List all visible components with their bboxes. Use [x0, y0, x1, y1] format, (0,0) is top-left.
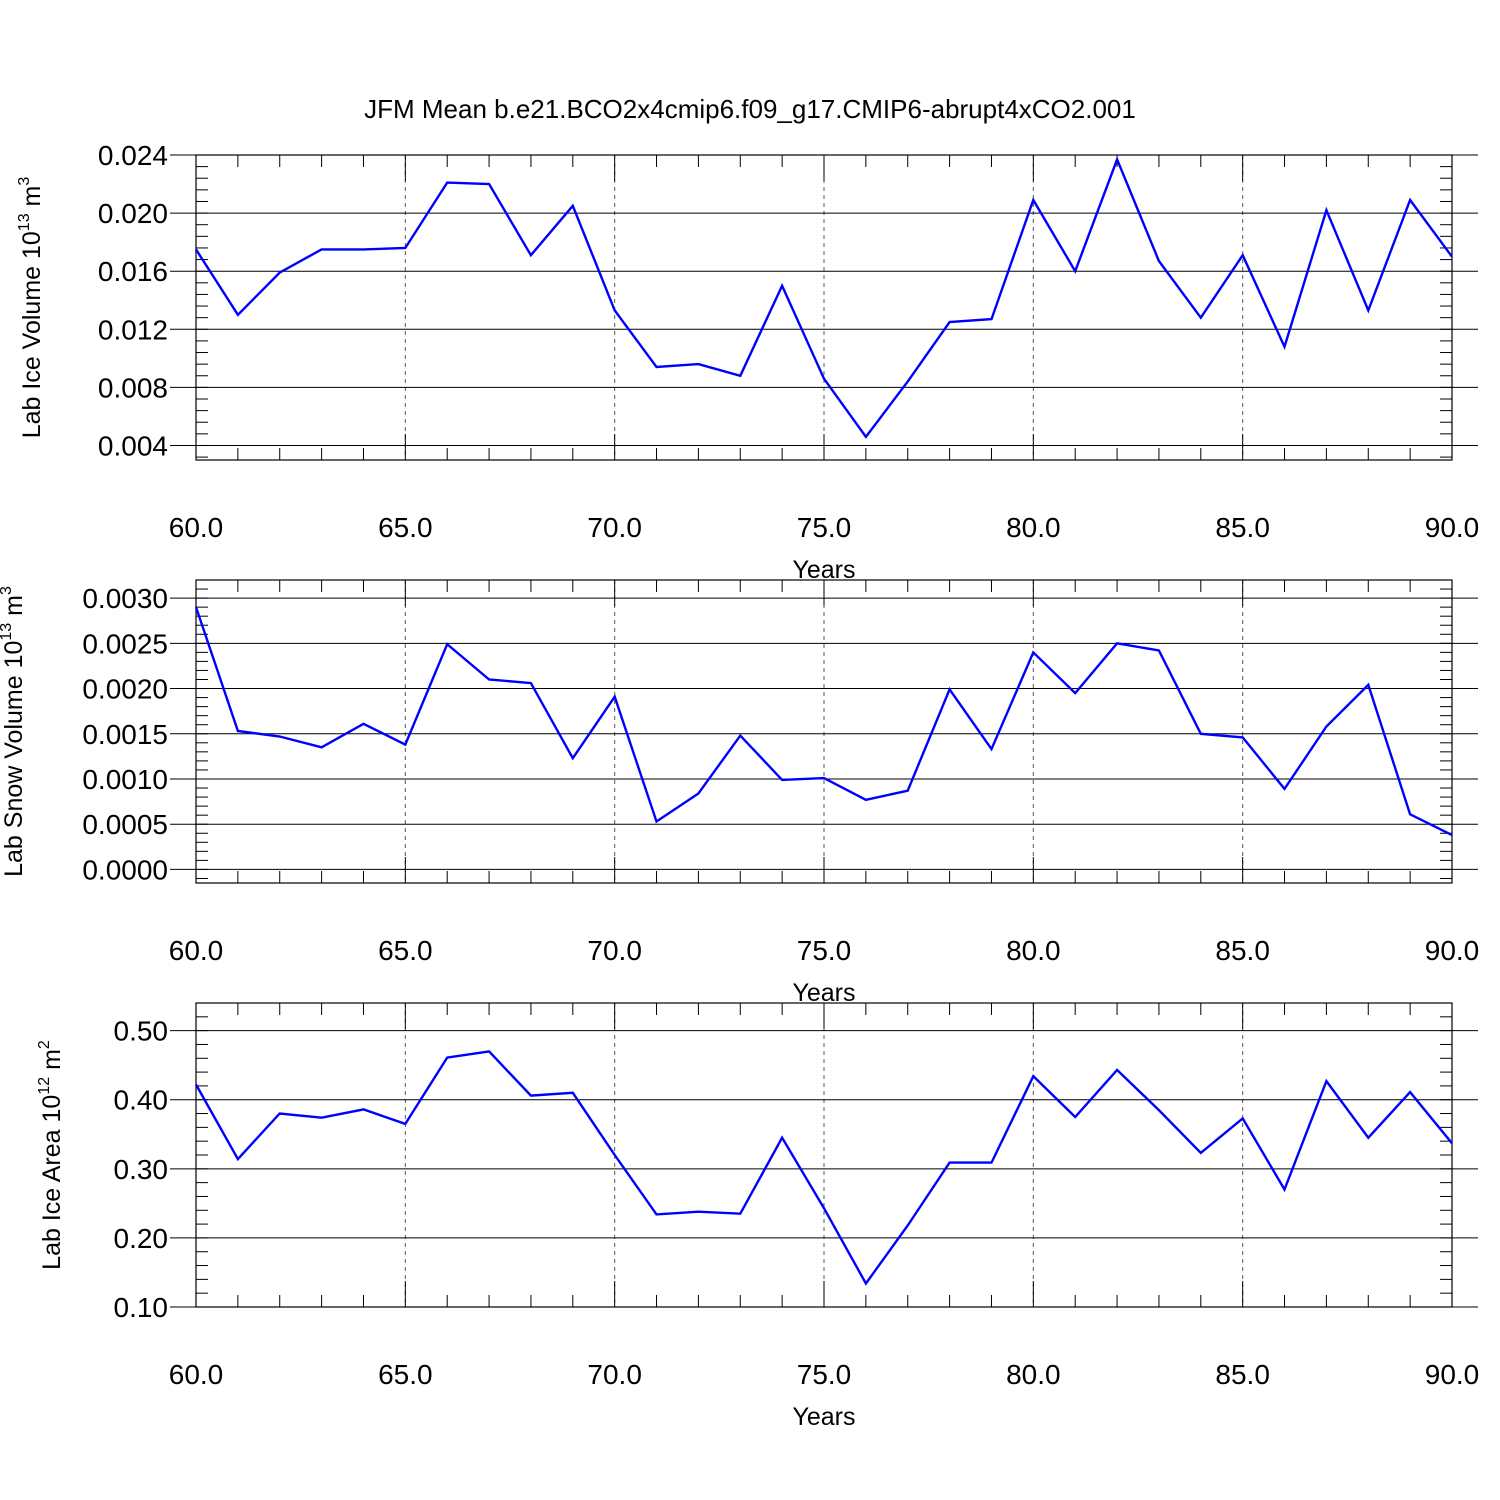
x-tick-label: 65.0 — [378, 935, 433, 966]
series-line — [194, 1050, 1453, 1286]
chart-panel-1: 60.0 65.0 70.0 75.0 80.0 85.0 90.0 0.004 0.008 0.… — [16, 140, 1479, 584]
y-tick-label: 0.024 — [98, 140, 168, 171]
plot-frame — [195, 579, 1453, 884]
y-tick-label: 0.020 — [98, 198, 168, 229]
y-tick-label: 0.0005 — [82, 809, 168, 840]
x-tick-label: 85.0 — [1215, 1359, 1270, 1390]
x-tick-label: 85.0 — [1215, 512, 1270, 543]
x-tick-label: 80.0 — [1006, 512, 1061, 543]
x-tick-label: 70.0 — [587, 512, 642, 543]
y-tick-label: 0.012 — [98, 314, 168, 345]
y-axis-title-unit-exponent: 3 — [16, 177, 33, 186]
y-tick-label: 0.30 — [114, 1154, 169, 1185]
y-axis-title-text: Lab Snow Volume 10 — [0, 641, 28, 877]
x-tick-label: 80.0 — [1006, 1359, 1061, 1390]
x-tick-label: 80.0 — [1006, 935, 1061, 966]
x-tick-label: 90.0 — [1425, 512, 1480, 543]
y-axis-title-text: Lab Ice Volume 10 — [18, 231, 46, 438]
y-axis-title-unit-exponent: 3 — [0, 586, 15, 595]
y-tick-label: 0.0025 — [82, 628, 168, 659]
x-axis-title: Years — [792, 979, 855, 1007]
x-tick-label: 90.0 — [1425, 1359, 1480, 1390]
x-tick-label: 75.0 — [797, 935, 852, 966]
y-tick-label: 0.10 — [114, 1292, 169, 1323]
y-tick-label: 0.0010 — [82, 764, 168, 795]
y-tick-label: 0.004 — [98, 430, 168, 461]
x-tick-label: 70.0 — [587, 1359, 642, 1390]
figure-title: JFM Mean b.e21.BCO2x4cmip6.f09_g17.CMIP6… — [364, 94, 1136, 124]
y-axis-title-unit: m — [38, 1049, 66, 1077]
x-axis-title: Years — [792, 1403, 855, 1431]
y-tick-label: 0.0030 — [82, 583, 168, 614]
x-tick-label: 65.0 — [378, 512, 433, 543]
x-tick-label: 75.0 — [797, 512, 852, 543]
y-axis-title: Lab Ice Area 1012 m2 — [36, 1040, 66, 1270]
x-tick-label: 60.0 — [169, 1359, 224, 1390]
y-tick-label: 0.40 — [114, 1085, 169, 1116]
y-axis-title-exponent: 12 — [36, 1077, 53, 1095]
y-axis-title-unit: m — [0, 595, 28, 623]
series-line — [194, 156, 1453, 439]
chart-panel-3: 60.0 65.0 70.0 75.0 80.0 85.0 90.0 0.10 0.20 0.30… — [36, 1002, 1480, 1431]
plot-frame — [195, 154, 1453, 461]
x-axis-title: Years — [792, 556, 855, 584]
panels: 60.0 65.0 70.0 75.0 80.0 85.0 90.0 0.004 0.008 0.… — [0, 140, 1479, 1431]
x-tick-label: 60.0 — [169, 512, 224, 543]
x-tick-label: 75.0 — [797, 1359, 852, 1390]
x-tick-label: 70.0 — [587, 935, 642, 966]
y-axis-title-text: Lab Ice Area 10 — [38, 1095, 66, 1270]
y-axis-title-exponent: 13 — [0, 623, 15, 641]
y-tick-label: 0.0015 — [82, 719, 168, 750]
x-tick-label: 60.0 — [169, 935, 224, 966]
x-tick-label: 85.0 — [1215, 935, 1270, 966]
y-tick-label: 0.008 — [98, 372, 168, 403]
x-tick-label: 65.0 — [378, 1359, 433, 1390]
x-tick-label: 90.0 — [1425, 935, 1480, 966]
y-axis-title-unit-exponent: 2 — [36, 1040, 53, 1049]
y-axis-title: Lab Snow Volume 1013 m3 — [0, 586, 28, 877]
plot-frame — [195, 1002, 1453, 1308]
y-tick-label: 0.20 — [114, 1223, 169, 1254]
y-tick-label: 0.50 — [114, 1016, 169, 1047]
series-line — [194, 606, 1453, 837]
y-axis-title: Lab Ice Volume 1013 m3 — [16, 177, 46, 439]
y-axis-title-unit: m — [18, 186, 46, 214]
chart-panel-2: 60.0 65.0 70.0 75.0 80.0 85.0 90.0 0.0000 0.0005… — [0, 579, 1480, 1007]
y-axis-title-exponent: 13 — [16, 213, 33, 231]
y-tick-label: 0.016 — [98, 256, 168, 287]
y-tick-label: 0.0000 — [82, 854, 168, 885]
y-tick-label: 0.0020 — [82, 674, 168, 705]
